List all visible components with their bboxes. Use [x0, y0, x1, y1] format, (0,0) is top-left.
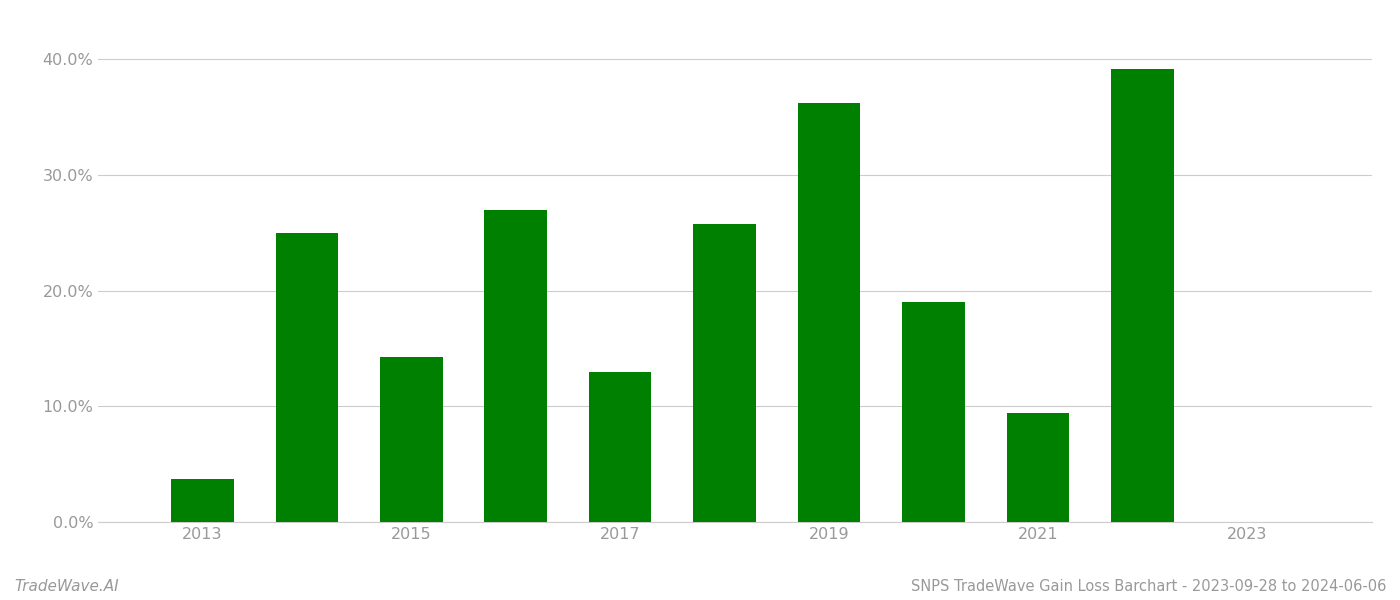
Text: TradeWave.AI: TradeWave.AI	[14, 579, 119, 594]
Bar	[1007, 413, 1070, 522]
Bar	[902, 302, 965, 522]
Bar	[693, 224, 756, 522]
Bar	[1112, 68, 1173, 522]
Text: SNPS TradeWave Gain Loss Barchart - 2023-09-28 to 2024-06-06: SNPS TradeWave Gain Loss Barchart - 2023…	[910, 579, 1386, 594]
Bar	[171, 479, 234, 522]
Bar	[589, 371, 651, 522]
Bar	[484, 210, 547, 522]
Bar	[379, 356, 442, 522]
Bar	[798, 103, 861, 522]
Bar	[276, 233, 339, 522]
